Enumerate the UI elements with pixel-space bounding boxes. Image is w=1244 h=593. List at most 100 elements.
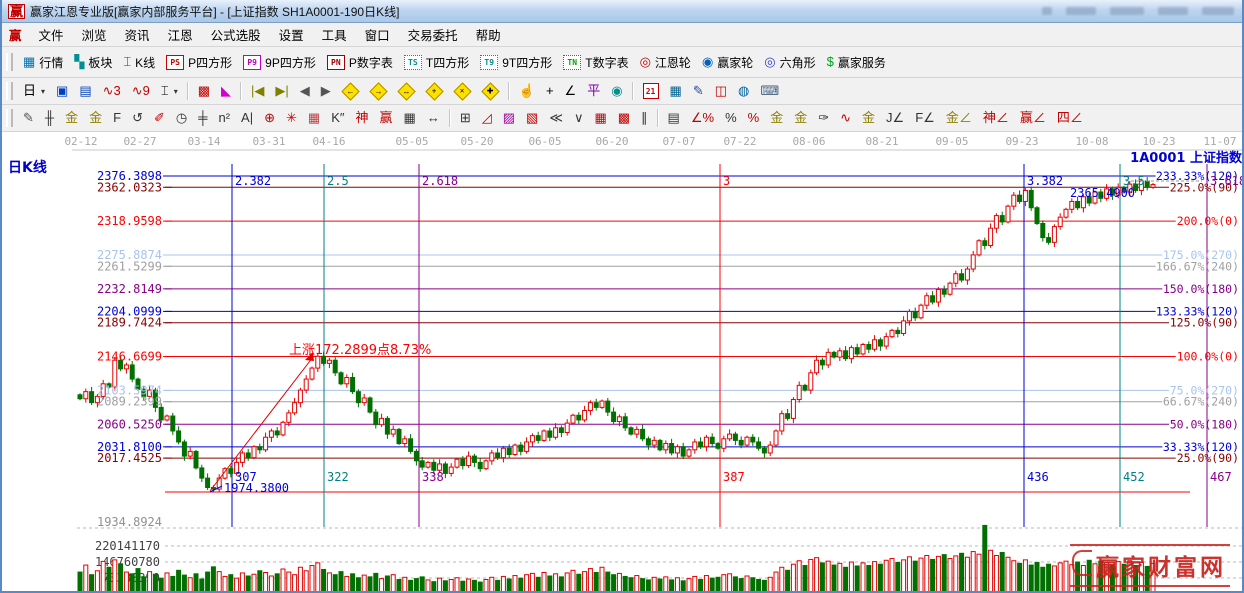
go-first-button[interactable]: |◀ [246, 80, 269, 102]
ink-pen-tool[interactable]: ✑ [813, 107, 834, 129]
toolbar-grip[interactable] [6, 109, 13, 127]
p-square-button[interactable]: PS P四方形 [161, 51, 237, 73]
menu-item-5[interactable]: 公式选股 [210, 29, 261, 43]
gann-shift-right-button[interactable]: → [365, 80, 392, 102]
target-circle-tool[interactable]: ⊕ [259, 107, 280, 129]
menu-item-6[interactable]: 设置 [278, 29, 304, 43]
gann-node-button[interactable]: 平 [582, 80, 605, 102]
k-mark-tool[interactable]: K″ [326, 107, 349, 129]
period-day-button[interactable]: 日 ▾ [18, 80, 50, 102]
spiral-tool[interactable]: ↺ [127, 107, 148, 129]
menu-item-2[interactable]: 浏览 [81, 29, 107, 43]
hand-tool-button[interactable]: ☝ [514, 80, 540, 102]
hexagon-button[interactable]: ◎ 六角形 [759, 51, 820, 73]
nine-t-square-button[interactable]: T9 9T四方形 [475, 51, 557, 73]
titlebar-control-2[interactable] [1066, 7, 1096, 15]
gold-angle-tool[interactable]: 金∠ [941, 107, 977, 129]
pattern-button[interactable]: ▩ [193, 80, 215, 102]
gann-expand-button[interactable]: ↔ [393, 80, 420, 102]
menu-item-10[interactable]: 帮助 [475, 29, 501, 43]
info-panel-button[interactable]: ▤ [74, 80, 96, 102]
angle-measure-button[interactable]: ∠ [560, 80, 582, 102]
prev-bar-button[interactable]: ◀ [295, 80, 315, 102]
sectors-button[interactable]: ▚ 板块 [69, 51, 117, 73]
go-last-button[interactable]: ▶| [270, 80, 293, 102]
compass-pencil-tool[interactable]: ✎ [18, 107, 39, 129]
fan-box-tool[interactable]: ▨ [498, 107, 520, 129]
red-grid-tool[interactable]: ▦ [589, 107, 611, 129]
browser-button[interactable]: ◍ [733, 80, 754, 102]
chart-canvas[interactable]: 02-12 02-27 03-14 03-31 04-16 05-05 05-20 06-05… [2, 132, 1244, 593]
gold-underline-tool[interactable]: 金 [857, 107, 880, 129]
menu-item-1[interactable]: 文件 [38, 29, 64, 43]
crosshair-tool-button[interactable]: + [541, 80, 559, 102]
titlebar-control-1[interactable] [1042, 7, 1052, 15]
winner-wheel-button[interactable]: ◉ 赢家轮 [697, 51, 758, 73]
window-layout-button[interactable]: ▣ [51, 80, 73, 102]
candle-style-button[interactable]: ⌶ ▾ [156, 80, 183, 102]
gold-ruler-2-tool[interactable]: 金 [84, 107, 107, 129]
parallel-lines-tool[interactable]: ∥ [636, 107, 653, 129]
gann-center-button[interactable]: + [421, 80, 448, 102]
toolbar-grip[interactable] [6, 82, 13, 100]
p-number-table-button[interactable]: PN P数字表 [322, 51, 398, 73]
wave-band-tool[interactable]: ∿ [835, 107, 856, 129]
titlebar-faded-controls[interactable] [1042, 7, 1234, 15]
red-pencil-tool[interactable]: ✐ [149, 107, 170, 129]
j-angle-tool[interactable]: J∠ [881, 107, 909, 129]
menu-item-4[interactable]: 江恩 [167, 29, 193, 43]
angle-lines-tool[interactable]: ≪ [544, 107, 568, 129]
gann-all-button[interactable]: ✚ [477, 80, 504, 102]
calendar-button[interactable]: 21 [638, 80, 664, 102]
menu-item-7[interactable]: 工具 [321, 29, 347, 43]
gann-fan-tool[interactable]: ◿ [477, 107, 497, 129]
grid-arrow-tool[interactable]: ▩ [613, 107, 635, 129]
memo-button[interactable]: ✎ [688, 80, 709, 102]
remote-pc-button[interactable]: ⌨ [755, 80, 784, 102]
f-angle-tool[interactable]: F∠ [910, 107, 940, 129]
n-squared-tool[interactable]: n² [213, 107, 235, 129]
titlebar-control-3[interactable] [1110, 7, 1144, 15]
time-clock-tool[interactable]: ◷ [171, 107, 192, 129]
shen-angle-tool[interactable]: 神∠ [978, 107, 1014, 129]
box-cross-tool[interactable]: ⊞ [455, 107, 476, 129]
next-bar-button[interactable]: ▶ [316, 80, 336, 102]
titlebar-control-4[interactable] [1158, 7, 1188, 15]
square-grid-tool[interactable]: ▦ [303, 107, 325, 129]
gann-shift-left-button[interactable]: ← [337, 80, 364, 102]
menu-item-3[interactable]: 资讯 [124, 29, 150, 43]
nine-p-square-button[interactable]: P9 9P四方形 [238, 51, 321, 73]
a-line-tool[interactable]: A| [236, 107, 258, 129]
f-ruler-tool[interactable]: F [108, 107, 126, 129]
gann-compress-button[interactable]: × [449, 80, 476, 102]
fan-box2-tool[interactable]: ▧ [521, 107, 543, 129]
quotes-button[interactable]: ▦ 行情 [18, 51, 68, 73]
volume-profile-button[interactable]: ◣ [216, 80, 236, 102]
four-angle-tool[interactable]: 四∠ [1052, 107, 1088, 129]
gann-wheel-button[interactable]: ◎ 江恩轮 [635, 51, 696, 73]
span-arrow-tool[interactable]: ↔ [422, 107, 445, 129]
star-circle-tool[interactable]: ✳ [281, 107, 302, 129]
percent-chart-tool[interactable]: ▤ [663, 107, 685, 129]
shen-tool[interactable]: 神 [351, 107, 374, 129]
angle-percent-tool[interactable]: ∠% [686, 107, 719, 129]
menu-item-8[interactable]: 窗口 [364, 29, 390, 43]
kline-button[interactable]: ⌶ K线 [118, 51, 160, 73]
titlebar-control-5[interactable] [1202, 7, 1234, 15]
comb-tool[interactable]: ╪ [193, 107, 212, 129]
t-number-table-button[interactable]: TN T数字表 [558, 51, 633, 73]
wave-9-button[interactable]: ∿9 [127, 80, 155, 102]
toolbar-grip[interactable] [6, 53, 13, 71]
grid-123-tool[interactable]: ▦ [399, 107, 421, 129]
gold-circle-tool[interactable]: 金 [765, 107, 788, 129]
ruler-comb-tool[interactable]: ╫ [40, 107, 59, 129]
calculator-button[interactable]: ▦ [665, 80, 687, 102]
v-pattern-tool[interactable]: ∨ [569, 107, 589, 129]
menu-item-9[interactable]: 交易委托 [407, 29, 458, 43]
percent-lines-tool[interactable]: % [743, 107, 765, 129]
t-square-button[interactable]: TS T四方形 [399, 51, 474, 73]
smart-analysis-button[interactable]: ◉ [606, 80, 627, 102]
ying-angle-tool[interactable]: 赢∠ [1015, 107, 1051, 129]
gold-ruler-1-tool[interactable]: 金 [60, 107, 83, 129]
winner-service-button[interactable]: $ 赢家服务 [822, 51, 891, 73]
